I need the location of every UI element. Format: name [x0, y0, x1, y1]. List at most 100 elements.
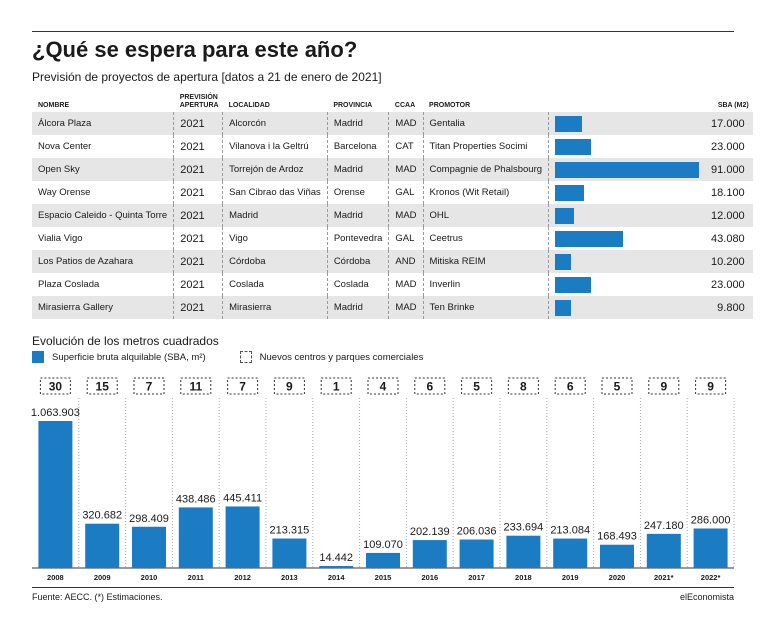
value-label: 298.409 — [129, 513, 169, 525]
cell-ccaa: MAD — [388, 112, 424, 135]
sba-bar — [693, 528, 728, 568]
count-box — [461, 377, 493, 395]
cell-localidad: Córdoba — [222, 250, 328, 273]
cell-sba-bar — [548, 204, 706, 227]
count-box — [695, 377, 727, 395]
cell-nombre: Vialia Vigo — [38, 233, 83, 244]
year-tick-label: 2017 — [468, 573, 485, 582]
cell-sba: 10.200 — [705, 250, 753, 273]
count-box — [86, 377, 118, 395]
year-tick-label: 2019 — [562, 573, 579, 582]
brand-label: elEconomista — [679, 592, 734, 602]
sba-bar — [553, 538, 588, 568]
year-tick-label: 2021* — [654, 573, 674, 582]
table-row: Espacio Caleido - Quinta Torre 2021 Madrid… — [32, 204, 753, 227]
cell-prevision: 2021 — [173, 227, 223, 250]
sba-bar — [555, 115, 583, 132]
value-label: 320.682 — [82, 510, 122, 522]
cell-sba-bar — [548, 181, 706, 204]
sba-bar — [85, 523, 120, 568]
count-label: 6 — [426, 380, 433, 394]
table-row: Los Patios de Azahara 2021 Córdoba Córdoba A… — [32, 250, 753, 273]
count-box — [227, 377, 259, 395]
legend-label-sba: Superficie bruta alquilable (SBA, m²) — [52, 351, 206, 363]
cell-sba-bar — [548, 227, 706, 250]
cell-provincia: Córdoba — [326, 250, 389, 273]
cell-nombre: Mirasierra Gallery — [32, 296, 174, 319]
count-label: 9 — [660, 380, 667, 394]
cell-nombre: Los Patios de Azahara — [32, 250, 174, 273]
cell-sba-bar — [548, 250, 706, 273]
sba-bar — [506, 535, 541, 568]
value-label: 233.694 — [504, 522, 544, 534]
cell-provincia: Madrid — [326, 112, 389, 135]
cell-promotor: Compagnie de Phalsbourg — [422, 158, 549, 181]
cell-nombre: Way Orense — [38, 187, 91, 198]
cell-localidad: Mirasierra — [222, 296, 328, 319]
cell-ccaa: MAD — [388, 273, 424, 296]
cell-localidad: Vigo — [222, 227, 328, 250]
count-label: 9 — [707, 380, 714, 394]
sba-bar — [412, 540, 447, 568]
table-row: Álcora Plaza 2021 Alcorcón Madrid MAD Gentali… — [32, 112, 753, 135]
value-label: 213.084 — [550, 525, 590, 537]
count-label: 30 — [49, 380, 63, 394]
count-box — [367, 377, 399, 395]
year-tick-label: 2016 — [421, 573, 438, 582]
cell-sba: 18.100 — [711, 186, 745, 199]
count-label: 4 — [380, 380, 387, 394]
header-localidad: LOCALIDAD — [228, 102, 270, 109]
cell-promotor: Gentalia — [422, 112, 549, 135]
sba-bar — [646, 533, 681, 568]
cell-ccaa: GAL — [388, 227, 424, 250]
table-header-row: NOMBRE PREVISIÓN APERTURA LOCALIDAD PROVI… — [32, 94, 753, 112]
evolution-bar-chart: 301.063.903200815320.68220097298.4092010… — [31, 377, 735, 582]
cell-sba: 9.800 — [705, 296, 753, 319]
cell-localidad: San Cibrao das Viñas — [222, 181, 328, 204]
value-label: 109.070 — [363, 539, 403, 551]
cell-prevision: 2021 — [173, 204, 223, 227]
year-tick-label: 2014 — [328, 573, 346, 582]
count-label: 15 — [96, 380, 110, 394]
cell-prevision: 2021 — [173, 112, 223, 135]
cell-ccaa: MAD — [388, 296, 424, 319]
count-label: 6 — [567, 380, 574, 394]
sba-bar — [459, 539, 494, 568]
sba-bar — [132, 526, 166, 568]
cell-provincia: Orense — [326, 181, 389, 204]
evolution-title: Evolución de los metros cuadrados — [32, 334, 219, 348]
cell-sba: 43.080 — [711, 232, 745, 245]
cell-localidad: Madrid — [222, 204, 328, 227]
table-row: Mirasierra Gallery 2021 Mirasierra Madrid MA… — [32, 296, 753, 319]
value-label: 247.180 — [644, 520, 684, 532]
sba-bar — [600, 544, 634, 568]
cell-sba: 12.000 — [705, 204, 753, 227]
sba-bar — [272, 538, 307, 568]
legend-label-nuevos: Nuevos centros y parques comerciales — [259, 351, 424, 363]
cell-provincia: Madrid — [326, 296, 389, 319]
cell-localidad: Coslada — [222, 273, 328, 296]
cell-nombre: Open Sky — [32, 158, 174, 181]
cell-provincia: Pontevedra — [326, 227, 389, 250]
cell-sba-bar — [548, 273, 706, 296]
header-prevision-line1: PREVISIÓN — [179, 94, 218, 101]
count-label: 5 — [473, 380, 480, 394]
count-box — [648, 377, 680, 395]
cell-provincia: Coslada — [326, 273, 389, 296]
cell-prevision: 2021 — [173, 296, 223, 319]
sba-bar — [555, 253, 572, 270]
cell-promotor: Mitiska REIM — [422, 250, 549, 273]
cell-localidad: Alcorcón — [222, 112, 328, 135]
sba-bar — [555, 184, 585, 201]
cell-ccaa: CAT — [388, 135, 424, 158]
legend-swatch-sba — [32, 351, 44, 363]
cell-ccaa: MAD — [388, 204, 424, 227]
cell-prevision: 2021 — [173, 250, 223, 273]
table-row: Way Orense 2021 San Cibrao das Viñas Orense… — [32, 181, 753, 204]
year-tick-label: 2012 — [234, 573, 251, 582]
cell-promotor: Inverlin — [422, 273, 549, 296]
cell-prevision: 2021 — [173, 273, 223, 296]
sba-bar — [366, 552, 400, 568]
cell-sba: 23.000 — [711, 278, 745, 291]
cell-sba: 23.000 — [711, 140, 745, 153]
